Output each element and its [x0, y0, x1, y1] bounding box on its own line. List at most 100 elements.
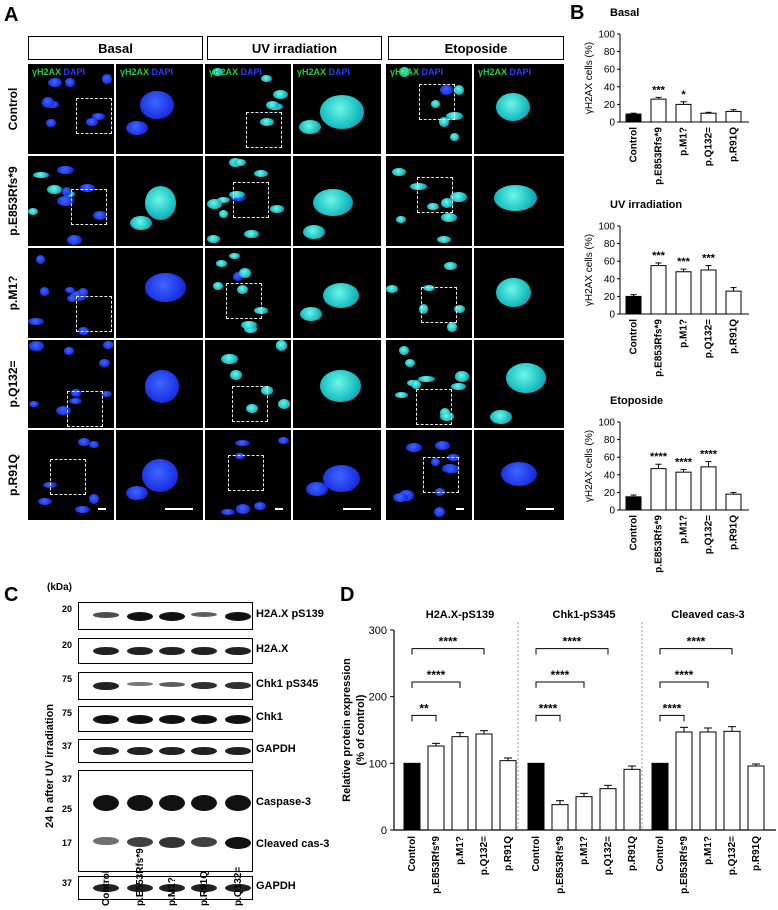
- nucleus: [56, 406, 71, 416]
- nucleus: [434, 440, 451, 451]
- blot-label-3: Chk1: [256, 711, 283, 723]
- nucleus: [313, 188, 354, 217]
- nucleus: [77, 437, 91, 447]
- x-tick-label: p.R91Q: [627, 836, 638, 871]
- significance-label: ****: [663, 701, 682, 715]
- nucleus: [253, 170, 268, 177]
- y-axis-label: γH2AX cells (%): [584, 42, 595, 114]
- micrograph-3-3: [293, 340, 381, 428]
- significance-bracket: [411, 648, 485, 655]
- nucleus: [45, 118, 56, 128]
- nucleus: [300, 307, 323, 322]
- condition-header-2: Etoposide: [388, 36, 564, 60]
- band: [225, 612, 251, 621]
- zoom-region-box: [418, 83, 455, 120]
- panel-letter-a: A: [4, 4, 19, 26]
- zoom-region-box: [422, 456, 459, 493]
- nucleus: [28, 317, 45, 325]
- band: [127, 837, 153, 848]
- nucleus: [399, 345, 410, 355]
- nucleus: [393, 493, 408, 503]
- nucleus: [80, 183, 96, 192]
- significance-label: ***: [652, 250, 666, 262]
- micrograph-0-0: γH2AX DAPI: [28, 64, 114, 154]
- nucleus: [144, 185, 176, 220]
- x-tick-label: p.R91Q: [729, 515, 740, 550]
- nucleus: [453, 304, 465, 313]
- channel-label-blue: DAPI: [328, 67, 351, 77]
- lane-label: p.E853Rfs*9: [135, 848, 146, 906]
- group-1: Chk1-pS345 Control p.E853Rfs*9 p.M1? p.Q132=…: [517, 609, 641, 894]
- nucleus: [145, 272, 186, 302]
- row-label-4: p.R91Q: [6, 454, 20, 497]
- nucleus: [233, 158, 246, 166]
- zoom-region-box: [415, 388, 452, 425]
- nucleus: [440, 198, 453, 209]
- nucleus: [220, 353, 238, 365]
- x-tick-label: Control: [407, 836, 418, 872]
- side-label: 24 h after UV irradiation: [44, 703, 56, 829]
- micrograph-0-1: γH2AX DAPI: [116, 64, 203, 154]
- bar: [675, 731, 693, 831]
- blot-label-0: H2A.X pS139: [256, 608, 324, 620]
- significance-bracket: [411, 681, 461, 688]
- x-tick-label: p.E853Rfs*9: [654, 127, 665, 185]
- group-title: Chk1-pS345: [553, 609, 616, 621]
- lane-label: Control: [101, 870, 112, 906]
- blot-label-2: Chk1 pS345: [256, 678, 319, 690]
- micrograph-3-0: [28, 340, 114, 428]
- condition-header-1: UV irradiation: [207, 36, 382, 60]
- band: [225, 884, 251, 893]
- nucleus: [392, 167, 407, 176]
- significance-label: ****: [551, 668, 570, 682]
- micrograph-2-5: [474, 248, 564, 338]
- y-tick-label: 0: [609, 118, 615, 129]
- band: [127, 715, 153, 724]
- bar: [599, 788, 617, 831]
- x-tick-label: p.M1?: [679, 319, 690, 348]
- nucleus: [254, 306, 268, 314]
- nucleus: [237, 285, 249, 295]
- mw-marker: 37: [61, 774, 72, 784]
- mw-marker: 20: [61, 604, 72, 614]
- band: [159, 715, 185, 724]
- nucleus: [489, 409, 512, 424]
- micrograph-4-5: [474, 430, 564, 520]
- band: [93, 884, 119, 893]
- bar: [451, 736, 469, 831]
- nucleus: [88, 441, 99, 449]
- lane-label: p.Q132=: [233, 866, 244, 906]
- nucleus: [243, 324, 257, 334]
- bar: [700, 466, 717, 511]
- nucleus: [320, 370, 361, 403]
- condition-header-0: Basal: [28, 36, 203, 60]
- nucleus: [92, 211, 108, 220]
- y-tick-label: 20: [604, 292, 616, 303]
- blot-box-3: [78, 706, 253, 732]
- y-tick-label: 100: [598, 418, 615, 429]
- significance-label: ****: [650, 451, 668, 463]
- nucleus: [144, 370, 179, 403]
- significance-label: ****: [700, 449, 718, 461]
- x-tick-label: p.E853Rfs*9: [679, 836, 690, 894]
- x-tick-label: p.Q132=: [704, 319, 715, 358]
- blot-label-1: H2A.X: [256, 643, 289, 655]
- chart-title: Etoposide: [610, 395, 663, 407]
- nucleus: [450, 192, 467, 202]
- micrograph-3-1: [116, 340, 203, 428]
- scale-bar: [343, 508, 371, 510]
- y-tick-label: 100: [598, 222, 615, 233]
- y-tick-label: 20: [604, 100, 616, 111]
- channel-label-blue: DAPI: [151, 67, 174, 77]
- lane-label: p.R91Q: [199, 870, 210, 906]
- kda-label: (kDa): [47, 582, 73, 593]
- band: [93, 715, 119, 724]
- nucleus: [41, 97, 55, 108]
- nucleus: [71, 389, 81, 397]
- nucleus: [439, 411, 455, 421]
- significance-bracket: [659, 714, 685, 722]
- bar: [699, 731, 717, 831]
- nucleus: [246, 403, 259, 414]
- band: [127, 682, 153, 686]
- nucleus: [212, 281, 223, 290]
